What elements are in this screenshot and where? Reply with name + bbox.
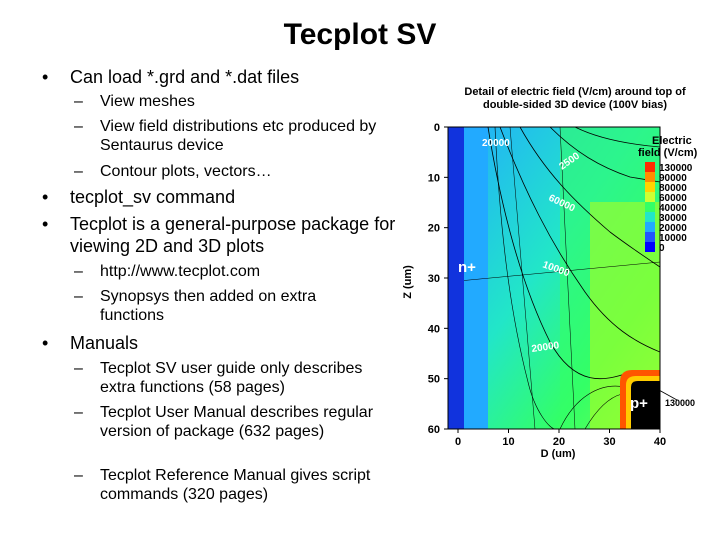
- contour-label: 20000: [482, 138, 510, 149]
- bullet-2: • tecplot_sv command: [42, 186, 236, 208]
- legend-swatch: [645, 162, 655, 172]
- x-axis-label: D (um): [541, 448, 576, 460]
- legend-swatch: [645, 182, 655, 192]
- sub-text: View field distributions etc produced by…: [100, 118, 377, 154]
- bullet-4-sub-2: – Tecplot User Manual describes regular …: [74, 403, 400, 441]
- bullet-4-sub-3: – Tecplot Reference Manual gives script …: [74, 466, 400, 504]
- dash: –: [74, 360, 83, 377]
- contour-plot: 20000 2500 60000 10000 20000 n+ p+ 13000…: [402, 122, 698, 460]
- sub-text: Tecplot SV user guide only describes ext…: [100, 360, 363, 396]
- y-tick-label: 20: [428, 223, 440, 235]
- contour-line: [559, 385, 626, 429]
- legend-swatch: [645, 192, 655, 202]
- legend-label: 0: [659, 243, 665, 254]
- dash: –: [74, 467, 83, 484]
- x-tick-label: 30: [603, 436, 615, 448]
- y-tick-label: 10: [428, 172, 440, 184]
- x-axis: 0 10 20 30 40 D (um): [455, 429, 666, 460]
- mesh-line: [448, 261, 660, 283]
- x-tick-label: 0: [455, 436, 461, 448]
- legend-label: 80000: [659, 183, 687, 194]
- x-tick-label: 20: [553, 436, 565, 448]
- contour-line: [584, 393, 623, 429]
- bullet-dot: •: [42, 187, 49, 207]
- bullet-4-text: Manuals: [70, 333, 139, 353]
- sub-text: View meshes: [100, 93, 195, 110]
- dash: –: [74, 288, 83, 305]
- bullet-3-sub-1: – http://www.tecplot.com: [74, 262, 400, 281]
- y-tick-label: 40: [428, 323, 440, 335]
- y-tick-label: 0: [434, 122, 440, 134]
- mesh-line: [509, 127, 536, 429]
- legend-title-line-1: Electric: [652, 135, 692, 147]
- dash: –: [74, 404, 83, 421]
- contour-line: [519, 127, 660, 268]
- sub-text: Synopsys then added on extra functions: [100, 288, 317, 324]
- legend-label: 130000: [659, 163, 693, 174]
- contour-label: 20000: [531, 340, 561, 355]
- bullet-2-text: tecplot_sv command: [70, 187, 236, 207]
- electric-field-figure: Detail of electric field (V/cm) around t…: [400, 82, 716, 462]
- legend-swatch: [645, 172, 655, 182]
- bullet-1-sub-1: – View meshes: [74, 92, 400, 111]
- bullet-dot: •: [42, 67, 49, 87]
- legend-swatch: [645, 202, 655, 212]
- legend-label: 90000: [659, 173, 687, 184]
- bullet-3-text: Tecplot is a general-purpose package for…: [70, 214, 396, 256]
- legend: Electric field (V/cm) 130000900008000060…: [638, 135, 698, 254]
- y-tick-label: 50: [428, 374, 440, 386]
- legend-swatch: [645, 232, 655, 242]
- contour-line: [499, 127, 660, 353]
- sub-text: Contour plots, vectors…: [100, 163, 272, 180]
- callout-line: [647, 383, 678, 401]
- legend-title-line-2: field (V/cm): [638, 147, 698, 159]
- y-axis-label: Z (um): [402, 265, 414, 299]
- dash: –: [74, 263, 83, 280]
- figure-title-line-1: Detail of electric field (V/cm) around t…: [464, 86, 686, 98]
- n-plus-electrode: [448, 127, 464, 429]
- sub-text[interactable]: http://www.tecplot.com: [100, 263, 261, 280]
- mesh-line: [559, 127, 576, 429]
- bullet-dot: •: [42, 214, 49, 234]
- p-plus-electrode: [631, 381, 660, 429]
- bullet-3-sub-2: – Synopsys then added on extra functions: [74, 287, 360, 325]
- bullet-3: • Tecplot is a general-purpose package f…: [42, 213, 405, 257]
- dash: –: [74, 163, 83, 180]
- n-plus-label: n+: [458, 259, 476, 276]
- contour-line: [549, 127, 660, 183]
- sub-text: Tecplot User Manual describes regular ve…: [100, 404, 374, 440]
- legend-label: 10000: [659, 233, 687, 244]
- figure-title: Detail of electric field (V/cm) around t…: [430, 86, 720, 112]
- legend-label: 60000: [659, 193, 687, 204]
- legend-label: 40000: [659, 203, 687, 214]
- legend-label: 30000: [659, 213, 687, 224]
- contour-line: [574, 127, 660, 148]
- y-axis: 0 10 20 30 40 50 60 Z (um): [402, 122, 448, 436]
- y-tick-label: 60: [428, 424, 440, 436]
- p-plus-label: p+: [630, 395, 648, 412]
- bullet-4-sub-1: – Tecplot SV user guide only describes e…: [74, 359, 400, 397]
- slide-title: Tecplot SV: [283, 18, 437, 51]
- bullet-4: • Manuals: [42, 332, 139, 354]
- sub-text: Tecplot Reference Manual gives script co…: [100, 467, 371, 503]
- bullet-1: • Can load *.grd and *.dat files: [42, 66, 300, 88]
- x-tick-label: 10: [502, 436, 514, 448]
- bullet-1-text: Can load *.grd and *.dat files: [70, 67, 300, 87]
- x-tick-label: 40: [654, 436, 666, 448]
- legend-swatch: [645, 212, 655, 222]
- legend-swatch: [645, 242, 655, 252]
- bullet-1-sub-2: – View field distributions etc produced …: [74, 117, 400, 155]
- callout-value: 130000: [665, 398, 695, 408]
- contour-line: [487, 127, 631, 380]
- legend-swatch: [645, 222, 655, 232]
- dash: –: [74, 118, 83, 135]
- bullet-1-sub-3: – Contour plots, vectors…: [74, 162, 400, 181]
- dash: –: [74, 93, 83, 110]
- bullet-dot: •: [42, 333, 49, 353]
- figure-title-line-2: double-sided 3D device (100V bias): [482, 99, 667, 111]
- contour-line: [494, 127, 556, 429]
- y-tick-label: 30: [428, 273, 440, 285]
- legend-label: 20000: [659, 223, 687, 234]
